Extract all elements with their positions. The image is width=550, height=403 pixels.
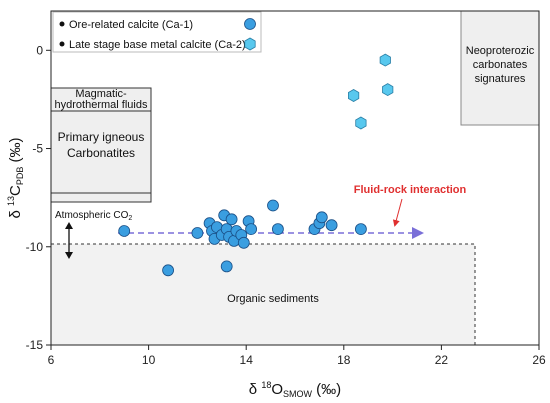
atmospheric-co2-label: Atmospheric CO2	[55, 210, 132, 222]
ca1-point	[245, 223, 258, 236]
ca2-point	[379, 53, 391, 67]
ca2-point	[355, 116, 367, 130]
fluid-rock-pointer	[392, 198, 403, 227]
ca1-point	[354, 223, 367, 236]
y-tick-label: -5	[32, 142, 43, 156]
fluid-rock-label: Fluid-rock interaction	[354, 184, 467, 196]
ca1-point	[220, 260, 233, 273]
y-tick-label: 0	[36, 43, 43, 57]
x-tick-label: 10	[142, 353, 156, 367]
atmospheric-co2-subscript: 2	[128, 215, 132, 222]
neoproterozoic-label-line2: carbonates	[473, 59, 528, 71]
ca1-point	[191, 227, 204, 239]
x-tick-label: 18	[337, 353, 351, 367]
y-axis-title-sub: PDB	[15, 167, 25, 186]
magmatic-fluids-label-part2: hydrothermal fluids	[55, 99, 148, 111]
magmatic-fluids-label: Magmatic-hydrothermal fluids	[55, 88, 148, 111]
igneous-label-line2: Carbonatites	[67, 146, 135, 160]
x-ticks: 6 10 14 18 22 26	[48, 345, 546, 367]
ca1-point	[315, 211, 328, 224]
x-tick-label: 6	[48, 353, 55, 367]
y-axis-title-main: C	[7, 185, 24, 196]
y-tick-label: -15	[26, 338, 44, 352]
atmospheric-arrow-head-down	[65, 252, 73, 259]
x-axis-title-main: O	[271, 381, 283, 398]
y-axis-title: δ 13CPDB (‰)	[6, 137, 25, 218]
ca1-point	[271, 223, 284, 236]
ca1-point	[267, 199, 279, 212]
organic-sediments-region	[50, 243, 476, 346]
y-axis-title-sup: 13	[6, 196, 16, 206]
x-tick-label: 22	[435, 353, 449, 367]
atmospheric-arrow-head-up	[65, 222, 73, 229]
legend-marker-ca1	[244, 18, 256, 30]
plot-frame	[50, 10, 540, 346]
igneous-label-line1: Primary igneous	[58, 130, 145, 144]
x-axis-title: δ 18OSMOW (‰)	[249, 380, 341, 399]
x-tick-label: 26	[532, 353, 546, 367]
x-axis-title-sub: SMOW	[283, 389, 313, 399]
y-ticks: 0 -5 -10 -15	[26, 43, 51, 352]
series-ca2	[347, 53, 394, 130]
legend-label-ca1: Ore-related calcite (Ca-1)	[69, 19, 193, 31]
legend-label-ca2: Late stage base metal calcite (Ca-2)	[69, 39, 246, 51]
ca2-point	[347, 89, 360, 102]
ca1-point	[118, 225, 131, 237]
ca1-point	[162, 264, 175, 277]
x-axis-title-sup: 18	[261, 380, 271, 390]
x-tick-label: 14	[240, 353, 254, 367]
neoproterozoic-region	[460, 10, 540, 126]
ca2-point	[382, 83, 394, 97]
legend-bullet-ca1	[59, 21, 65, 27]
magmatic-fluids-label-part1: Magmatic-	[75, 88, 127, 100]
neoproterozoic-label-line1: Neoproterozic	[466, 45, 535, 57]
y-tick-label: -10	[26, 240, 44, 254]
series-ca1	[118, 199, 367, 277]
legend-marker-ca2	[244, 37, 256, 51]
legend-box	[52, 11, 262, 53]
legend-bullet-ca2	[59, 41, 65, 47]
neoproterozoic-label-line3: signatures	[475, 73, 526, 85]
x-axis-title-unit: (‰)	[312, 381, 341, 398]
y-axis-title-unit: (‰)	[7, 137, 24, 166]
organic-sediments-label: Organic sediments	[227, 293, 319, 305]
ca1-point	[325, 219, 338, 232]
legend: Ore-related calcite (Ca-1) Late stage ba…	[52, 11, 262, 53]
ca1-point	[225, 213, 238, 226]
ca1-point	[237, 236, 250, 249]
